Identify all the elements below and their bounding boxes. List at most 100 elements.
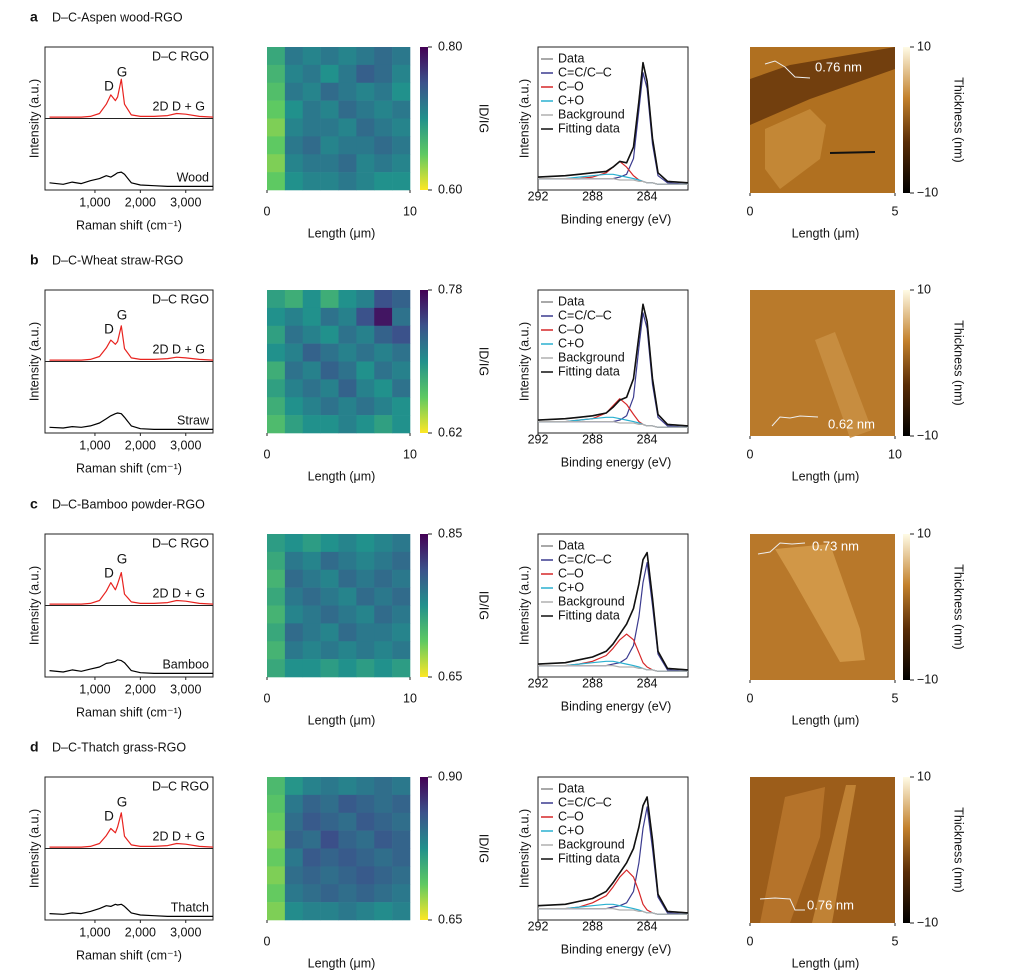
heat-cell [267, 777, 286, 796]
heat-cell [284, 830, 304, 849]
heat-cell [374, 830, 393, 849]
heat-cell [320, 82, 339, 101]
series-line [537, 551, 689, 671]
annotation: D [104, 809, 114, 824]
legend-label: Data [558, 294, 584, 308]
legend-label: C=C/C–C [558, 308, 612, 322]
heat-cell [338, 866, 357, 885]
heat-cell [374, 397, 393, 416]
heat-cell [392, 605, 411, 624]
x-axis-label: Raman shift (cm⁻¹) [76, 218, 182, 232]
heat-cell [374, 82, 393, 101]
heat-cell [356, 866, 375, 885]
x-tick-label: 292 [528, 919, 549, 933]
panel-label: c [30, 496, 38, 512]
x-axis-label: Binding energy (eV) [561, 942, 671, 956]
x-tick-label: 1,000 [79, 682, 110, 696]
x-tick-label: 1,000 [79, 438, 110, 452]
y-axis-label: Intensity (a.u.) [517, 809, 531, 888]
panel-label: b [30, 252, 39, 268]
legend-label: C=C/C–C [558, 552, 612, 566]
y-axis-label: Intensity (a.u.) [27, 322, 41, 401]
colorbar-tick-label: 0.60 [438, 182, 462, 196]
heat-cell [284, 100, 304, 119]
panel-title: D–C-Thatch grass-RGO [52, 740, 186, 754]
heat-cell [392, 307, 411, 327]
legend-label: C=C/C–C [558, 65, 612, 79]
plot-frame [537, 289, 689, 434]
heat-cell [338, 830, 357, 849]
colorbar-tick-label: −10 [917, 672, 938, 686]
colorbar-tick-label: 0.90 [438, 769, 462, 783]
colorbar [420, 290, 428, 433]
x-axis-label: Length (μm) [792, 956, 860, 970]
heat-cell [267, 866, 286, 885]
x-axis-label: Raman shift (cm⁻¹) [76, 461, 182, 475]
heat-cell [302, 47, 321, 66]
colorbar [903, 534, 910, 680]
annotation: G [117, 65, 128, 80]
x-tick-label: 1,000 [79, 195, 110, 209]
heat-cell [320, 641, 339, 660]
panel-title: D–C-Wheat straw-RGO [52, 253, 184, 267]
heat-cell [392, 902, 411, 921]
heat-cell [302, 534, 321, 553]
heat-cell [320, 794, 339, 814]
heat-cell [320, 848, 339, 867]
heat-cell [392, 379, 411, 398]
heat-cell [374, 415, 393, 434]
annotation: D [104, 322, 114, 337]
heat-cell [320, 605, 339, 624]
heat-cell [302, 812, 321, 831]
plot-frame [537, 776, 689, 921]
colorbar-tick-label: 0.65 [438, 912, 462, 926]
annotation: G [117, 552, 128, 567]
heat-cell [267, 307, 286, 327]
legend-label: Background [558, 107, 625, 121]
heat-cell [356, 82, 375, 101]
series-line [537, 61, 689, 184]
x-tick-label: 288 [582, 676, 603, 690]
heat-cell [302, 82, 321, 101]
heat-cell [338, 659, 357, 678]
heat-cell [356, 100, 375, 119]
x-tick-label: 0 [264, 691, 271, 705]
heat-cell [392, 830, 411, 849]
y-axis-label: Intensity (a.u.) [517, 322, 531, 401]
heat-cell [338, 623, 357, 642]
legend-label: Background [558, 350, 625, 364]
colorbar-tick-label: 10 [917, 282, 931, 296]
x-axis-label: Binding energy (eV) [561, 455, 671, 469]
heat-cell [302, 659, 321, 678]
heat-cell [320, 884, 339, 903]
series-line [538, 664, 688, 672]
heat-cell [284, 551, 304, 571]
annotation: 2D D + G [153, 586, 205, 600]
heat-cell [356, 379, 375, 398]
heat-cell [374, 587, 393, 606]
height-profile [771, 415, 819, 427]
heat-cell [356, 361, 375, 380]
heat-cell [267, 641, 286, 660]
heat-cell [302, 290, 321, 309]
heat-cell [356, 551, 375, 571]
heat-cell [374, 534, 393, 553]
x-axis-label: Length (μm) [792, 226, 860, 240]
series-line [538, 907, 688, 915]
heat-cell [302, 605, 321, 624]
heat-cell [320, 415, 339, 434]
heat-cell [302, 866, 321, 885]
heat-cell [284, 136, 304, 155]
heat-cell [356, 47, 375, 66]
height-profile [764, 60, 811, 79]
heat-cell [374, 290, 393, 309]
heat-cell [267, 82, 286, 101]
legend-label: Fitting data [558, 364, 620, 378]
heat-cell [267, 569, 286, 588]
x-tick-label: 0 [747, 204, 754, 218]
heat-cell [338, 100, 357, 119]
heat-cell [392, 154, 411, 173]
heat-cell [267, 794, 286, 814]
heat-cell [356, 794, 375, 814]
afm-flake [815, 332, 872, 438]
